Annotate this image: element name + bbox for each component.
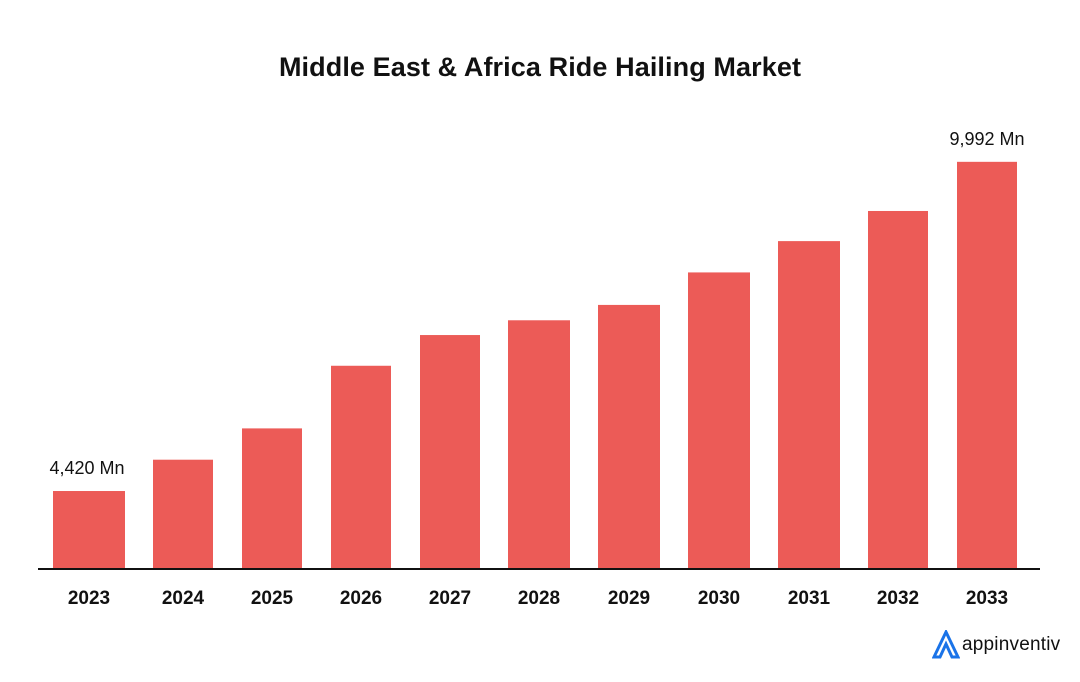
- bar-2030: [688, 272, 750, 569]
- appinventiv-logo-icon: [932, 630, 960, 659]
- x-tick-2032: 2032: [877, 588, 919, 609]
- x-tick-2024: 2024: [162, 588, 205, 609]
- x-tick-2029: 2029: [608, 588, 650, 609]
- data-label-2023: 4,420 Mn: [49, 458, 124, 478]
- x-tick-2028: 2028: [518, 588, 560, 609]
- x-tick-2030: 2030: [698, 588, 740, 609]
- x-tick-labels: 2023 2024 2025 2026 2027 2028 2029 2030 2031 2032…: [68, 588, 1008, 609]
- brand-name: appinventiv: [962, 634, 1061, 655]
- bar-2032: [868, 210, 928, 570]
- bar-2028: [508, 320, 570, 569]
- bar-2031: [778, 241, 840, 569]
- x-tick-2025: 2025: [251, 588, 294, 609]
- data-label-2033: 9,992 Mn: [949, 129, 1024, 149]
- x-tick-2033: 2033: [966, 588, 1008, 609]
- data-labels: 4,420 Mn 9,992 Mn: [49, 129, 1024, 478]
- chart-title: Middle East & Africa Ride Hailing Market: [278, 52, 802, 82]
- bar-2023: [53, 491, 125, 569]
- brand-logo: appinventiv: [932, 630, 1060, 660]
- bar-2027: [420, 335, 480, 569]
- bar-2024: [153, 459, 213, 569]
- x-tick-2026: 2026: [340, 588, 382, 609]
- x-tick-2031: 2031: [788, 588, 831, 609]
- bar-2025: [242, 428, 302, 569]
- bar-2029: [598, 304, 660, 569]
- x-tick-2027: 2027: [429, 588, 471, 609]
- x-tick-2023: 2023: [68, 588, 110, 609]
- bar-2033: [957, 161, 1017, 570]
- bars-group: [53, 161, 1017, 570]
- bar-2026: [331, 365, 391, 569]
